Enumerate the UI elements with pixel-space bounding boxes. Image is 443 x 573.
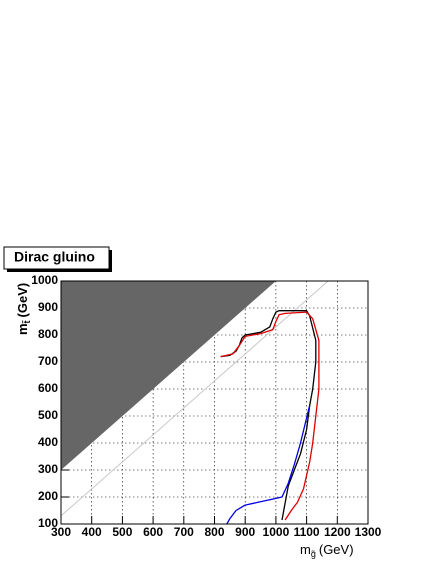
y-tick-label: 1000 — [31, 273, 58, 287]
y-tick-label: 700 — [38, 354, 58, 368]
y-tick-label: 900 — [38, 300, 58, 314]
contour-line — [226, 405, 311, 525]
x-title-unit: (GeV) — [319, 542, 354, 557]
y-axis-title: mt̃(GeV) — [15, 283, 32, 335]
x-tick-label: 300 — [51, 525, 71, 539]
chart-title: Dirac gluino — [14, 249, 95, 265]
x-tick-label: 600 — [143, 525, 163, 539]
y-tick-label: 300 — [38, 462, 58, 476]
x-title-main: m — [300, 542, 311, 557]
y-title-unit: (GeV) — [15, 283, 30, 318]
x-tick-label: 1000 — [263, 525, 290, 539]
contour-line — [220, 311, 320, 521]
y-title-main: m — [15, 323, 30, 335]
x-tick-label: 400 — [82, 525, 102, 539]
contour-line — [220, 310, 317, 521]
y-tick-label: 800 — [38, 327, 58, 341]
plot-area — [60, 280, 369, 525]
x-tick-label: 1100 — [294, 525, 320, 539]
x-tick-label: 1200 — [324, 525, 351, 539]
x-tick-label: 1300 — [355, 525, 382, 539]
reference-line — [60, 280, 329, 517]
x-tick-label: 900 — [235, 525, 255, 539]
x-tick-label: 800 — [204, 525, 224, 539]
x-tick-label: 700 — [174, 525, 194, 539]
y-tick-label: 500 — [38, 408, 58, 422]
y-title-sub: t̃ — [22, 319, 33, 324]
x-title-sub: g̃ — [311, 549, 316, 559]
y-tick-label: 600 — [38, 381, 58, 395]
plot-frame — [60, 280, 369, 525]
y-tick-label: 200 — [38, 489, 58, 503]
x-axis-title: mg̃ (GeV) — [300, 542, 354, 559]
title-box — [3, 246, 110, 270]
y-tick-label: 400 — [38, 435, 58, 449]
x-tick-label: 500 — [112, 525, 132, 539]
y-tick-label: 100 — [38, 516, 58, 530]
excluded-region — [61, 281, 276, 470]
